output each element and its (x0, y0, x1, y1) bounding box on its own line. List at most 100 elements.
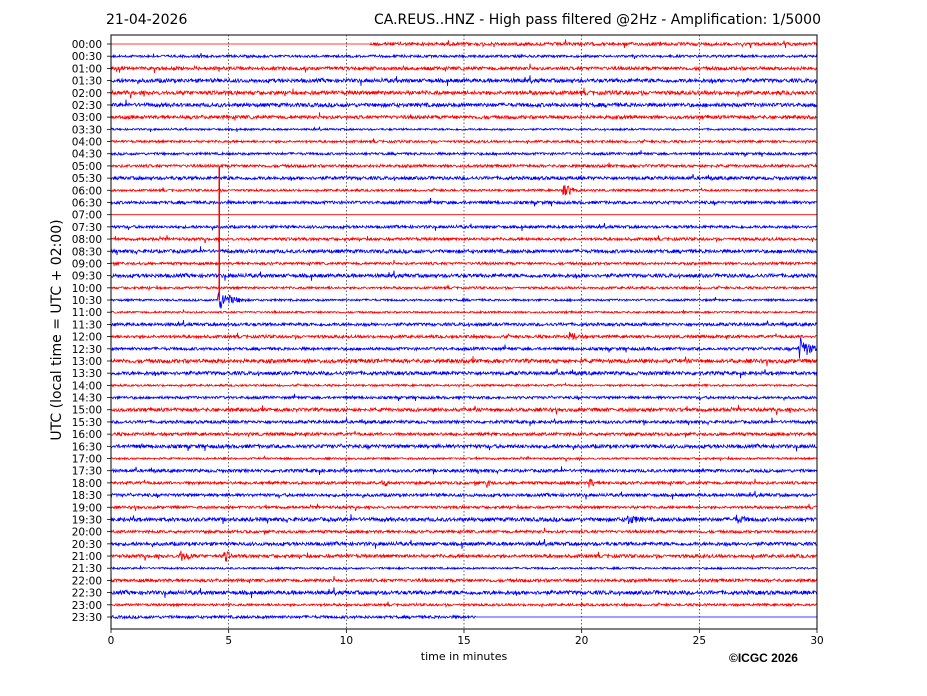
trace-0930 (110, 270, 818, 281)
trace-0500 (110, 162, 818, 169)
y-tick-label: 07:30 (72, 222, 102, 234)
y-tick-label: 16:00 (72, 429, 102, 441)
trace-1630 (110, 442, 818, 452)
trace-1500 (110, 404, 818, 415)
y-tick-label: 07:00 (72, 210, 102, 222)
trace-0330 (110, 126, 818, 133)
copyright-label: ©ICGC 2026 (729, 651, 798, 665)
trace-0200 (110, 87, 818, 99)
trace-1330 (110, 368, 818, 379)
trace-1930 (110, 514, 818, 525)
trace-1830 (110, 490, 818, 500)
y-tick-label: 23:30 (72, 612, 102, 624)
trace-0600 (110, 185, 818, 196)
y-tick-label: 23:00 (72, 600, 102, 612)
trace-0100 (110, 63, 818, 73)
y-tick-label: 13:00 (72, 356, 102, 368)
y-tick-label: 17:30 (72, 466, 102, 478)
y-tick-label: 16:30 (72, 441, 102, 453)
y-tick-label: 20:30 (72, 539, 102, 551)
trace-2000 (110, 527, 818, 535)
y-tick-label: 18:30 (72, 490, 102, 502)
trace-1100 (110, 309, 818, 315)
y-tick-label: 18:00 (72, 478, 102, 490)
y-tick-label: 08:30 (72, 246, 102, 258)
trace-1030 (110, 292, 818, 309)
trace-1200 (110, 331, 818, 341)
trace-1230 (110, 337, 818, 359)
y-tick-label: 05:30 (72, 173, 102, 185)
trace-1800 (110, 478, 818, 488)
trace-2100 (110, 550, 818, 562)
trace-1900 (110, 503, 818, 512)
trace-0900 (110, 259, 818, 267)
y-tick-label: 17:00 (72, 454, 102, 466)
y-tick-label: 14:30 (72, 393, 102, 405)
trace-2030 (110, 538, 818, 549)
y-tick-label: 11:00 (72, 307, 102, 319)
x-tick-label: 25 (693, 635, 706, 647)
trace-0400 (110, 138, 818, 145)
trace-1000 (110, 284, 818, 292)
y-tick-label: 10:30 (72, 295, 102, 307)
y-tick-label: 03:00 (72, 112, 102, 124)
x-tick-label: 15 (457, 635, 470, 647)
y-tick-label: 00:00 (72, 39, 102, 51)
trace-0800 (110, 235, 818, 244)
trace-0000 (111, 39, 818, 49)
y-tick-label: 03:30 (72, 124, 102, 136)
y-tick-label: 12:00 (72, 332, 102, 344)
trace-2330 (110, 614, 818, 620)
trace-0700 (111, 213, 818, 216)
x-axis-label: time in minutes (420, 650, 508, 663)
y-tick-label: 13:30 (72, 368, 102, 380)
y-tick-label: 21:00 (72, 551, 102, 563)
y-tick-label: 19:30 (72, 514, 102, 526)
trace-0130 (110, 75, 818, 87)
trace-0430 (110, 150, 818, 157)
trace-1430 (110, 393, 818, 402)
chart-title: CA.REUS..HNZ - High pass filtered @2Hz -… (374, 12, 821, 28)
trace-0030 (110, 52, 818, 59)
trace-2130 (111, 565, 818, 571)
trace-1700 (110, 455, 818, 463)
y-tick-label: 10:00 (72, 283, 102, 295)
trace-0230 (110, 99, 818, 109)
x-tick-label: 10 (340, 635, 353, 647)
y-tick-label: 22:30 (72, 588, 102, 600)
trace-0630 (110, 198, 818, 207)
trace-1730 (110, 466, 818, 476)
trace-1600 (110, 430, 818, 438)
y-tick-label: 04:00 (72, 137, 102, 149)
y-tick-label: 09:30 (72, 271, 102, 283)
y-tick-label: 14:00 (72, 380, 102, 392)
trace-2300 (110, 601, 818, 609)
y-tick-label: 01:30 (72, 76, 102, 88)
trace-0730 (110, 222, 818, 232)
trace-2200 (110, 576, 818, 584)
y-tick-label: 00:30 (72, 51, 102, 63)
y-tick-label: 20:00 (72, 527, 102, 539)
y-tick-label: 01:00 (72, 63, 102, 75)
x-tick-label: 0 (108, 635, 115, 647)
y-tick-label: 15:00 (72, 405, 102, 417)
trace-1300 (110, 356, 818, 367)
y-tick-label: 21:30 (72, 563, 102, 575)
y-tick-label: 19:00 (72, 502, 102, 514)
trace-0300 (110, 112, 818, 121)
trace-0830 (110, 246, 818, 256)
y-tick-label: 06:30 (72, 197, 102, 209)
date-label: 21-04-2026 (106, 12, 188, 28)
y-tick-label: 08:00 (72, 234, 102, 246)
y-tick-label: 15:30 (72, 417, 102, 429)
y-tick-label: 09:00 (72, 258, 102, 270)
trace-1130 (110, 320, 818, 328)
trace-1400 (110, 381, 818, 388)
trace-2230 (110, 587, 818, 599)
trace-0530 (110, 173, 817, 182)
trace-1530 (110, 417, 818, 427)
x-tick-label: 5 (225, 635, 232, 647)
y-tick-label: 22:00 (72, 575, 102, 587)
y-tick-label: 12:30 (72, 344, 102, 356)
